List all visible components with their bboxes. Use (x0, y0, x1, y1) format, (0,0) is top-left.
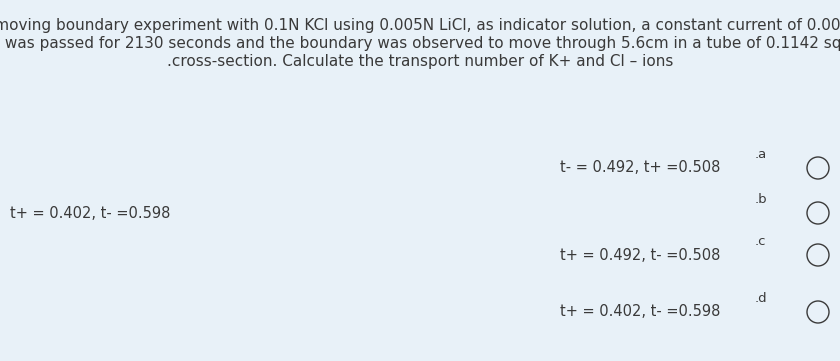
Text: t- = 0.492, t+ =0.508: t- = 0.492, t+ =0.508 (560, 161, 721, 175)
Text: t+ = 0.402, t- =0.598: t+ = 0.402, t- =0.598 (10, 205, 171, 221)
Text: .cross-section. Calculate the transport number of K+ and Cl – ions: .cross-section. Calculate the transport … (167, 54, 673, 69)
Text: .a: .a (755, 148, 767, 161)
Text: .d: .d (755, 292, 768, 305)
Text: .c: .c (755, 235, 767, 248)
Text: amp was passed for 2130 seconds and the boundary was observed to move through 5.: amp was passed for 2130 seconds and the … (0, 36, 840, 51)
Text: t+ = 0.402, t- =0.598: t+ = 0.402, t- =0.598 (560, 304, 721, 319)
Text: In a moving boundary experiment with 0.1N KCl using 0.005N LiCl, as indicator so: In a moving boundary experiment with 0.1… (0, 18, 840, 33)
Text: .b: .b (755, 193, 768, 206)
Text: t+ = 0.492, t- =0.508: t+ = 0.492, t- =0.508 (560, 248, 721, 262)
